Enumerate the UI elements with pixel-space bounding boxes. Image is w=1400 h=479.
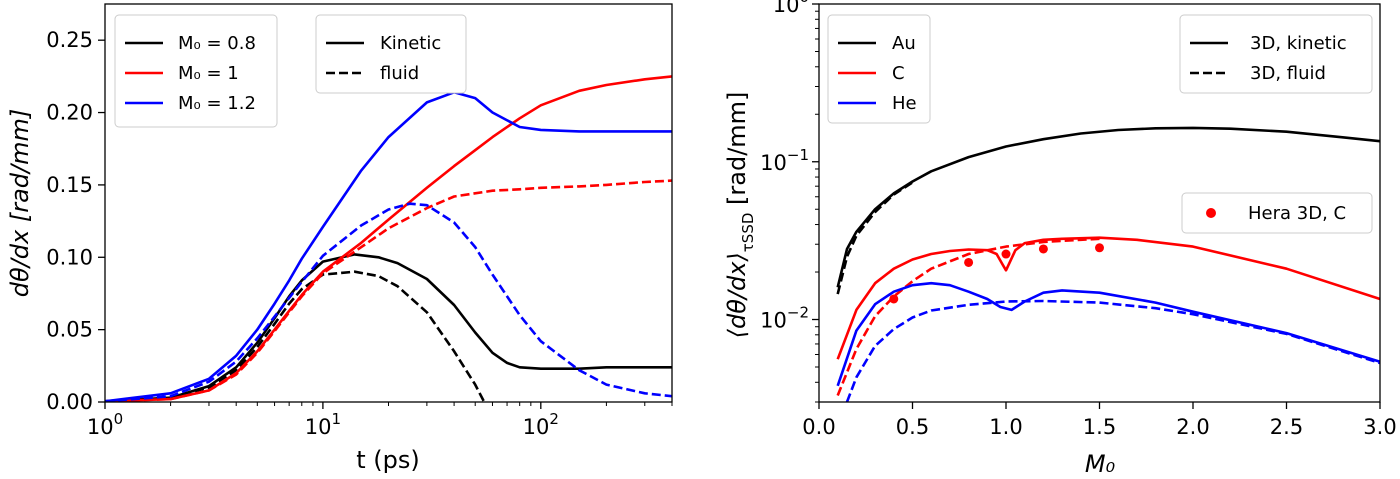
- right-x-tick-label-4: 2.0: [1176, 415, 1209, 439]
- right-series-line-0: [836, 126, 1380, 288]
- hera-point-2: [1001, 249, 1011, 259]
- left-series-line-4: [105, 91, 672, 402]
- legend-label-au: Au: [892, 33, 916, 54]
- legend-label-hera: Hera 3D, C: [1248, 203, 1346, 224]
- right-x-tick-label-3: 1.5: [1083, 415, 1116, 439]
- right-x-tick-label-1: 0.5: [896, 415, 929, 439]
- left-series-line-0: [105, 253, 672, 402]
- legend-label-m12: M₀ = 1.2: [178, 93, 256, 114]
- right-legend-style: 3D, kinetic 3D, fluid: [1179, 14, 1373, 94]
- right-series-group: [836, 126, 1380, 402]
- left-y-tick-label-4: 0.20: [46, 101, 93, 125]
- right-panel: 0.0 0.5 1.0 1.5 2.0 2.5 3.0 10−2 10−1 100 ⟨dθ/dx⟩…: [723, 0, 1397, 478]
- left-panel: 100 101 102 0.00 0.05 0.10 0.15 0.20 0.25 dθ/dx …: [6, 3, 673, 474]
- legend-label-c: C: [892, 63, 905, 84]
- left-y-tick-label-3: 0.15: [46, 173, 93, 197]
- left-y-axis-label: dθ/dx [rad/mm]: [6, 109, 34, 297]
- right-y-axis-label-unit: [rad/mm]: [723, 92, 751, 213]
- left-ticks-group: 100 101 102 0.00 0.05 0.10 0.15 0.20 0.25: [46, 28, 673, 439]
- legend-label-m1: M₀ = 1: [178, 63, 239, 84]
- left-x-tick-label-1: 101: [305, 410, 341, 439]
- right-series-line-4: [836, 281, 1380, 387]
- left-legend-style: Kinetic fluid: [315, 14, 467, 94]
- left-series-line-5: [105, 202, 672, 402]
- right-plot-frame: [818, 3, 1381, 403]
- legend-label-he: He: [892, 93, 917, 114]
- right-ticks-group: 0.0 0.5 1.0 1.5 2.0 2.5 3.0 10−2 10−1 100: [760, 0, 1397, 439]
- legend-label-m08: M₀ = 0.8: [178, 33, 256, 54]
- left-series-line-3: [105, 179, 672, 402]
- right-legend-points: Hera 3D, C: [1181, 192, 1373, 234]
- left-legend-series: M₀ = 0.8 M₀ = 1 M₀ = 1.2: [114, 14, 278, 128]
- legend-label-3d-kinetic: 3D, kinetic: [1250, 33, 1347, 54]
- left-y-tick-label-0: 0.00: [46, 390, 93, 414]
- right-y-axis-label-group: ⟨dθ/dx⟩τSSD [rad/mm]: [723, 92, 757, 339]
- right-x-axis-label: M₀: [1085, 450, 1116, 478]
- legend-label-kinetic: Kinetic: [380, 33, 441, 54]
- legend-label-3d-fluid: 3D, fluid: [1250, 63, 1326, 84]
- right-y-axis-label-subscript: τSSD: [739, 213, 757, 253]
- right-y-axis-label: ⟨dθ/dx⟩τSSD [rad/mm]: [723, 92, 757, 339]
- hera-point-1: [964, 257, 974, 267]
- left-plot-frame: [104, 3, 673, 403]
- right-x-tick-label-6: 3.0: [1363, 415, 1396, 439]
- left-y-tick-label-1: 0.05: [46, 318, 93, 342]
- right-x-tick-label-2: 1.0: [989, 415, 1022, 439]
- hera-point-3: [1038, 244, 1048, 254]
- right-series-line-3: [836, 237, 1100, 396]
- right-y-tick-label-0: 10−2: [760, 304, 809, 333]
- left-x-tick-label-0: 100: [87, 410, 123, 439]
- legend-label-fluid: fluid: [380, 63, 419, 84]
- left-y-tick-label-2: 0.10: [46, 245, 93, 269]
- left-x-axis-label: t (ps): [356, 446, 420, 474]
- hera-point-4: [1095, 243, 1104, 253]
- right-y-tick-label-2: 100: [773, 0, 809, 17]
- right-series-line-1: [836, 181, 914, 295]
- right-y-tick-label-1: 10−1: [760, 146, 809, 175]
- hera-point-0: [889, 294, 899, 304]
- right-legend-series: Au C He: [827, 14, 931, 124]
- left-x-tick-label-2: 102: [523, 410, 559, 439]
- legend-swatch-hera: [1206, 208, 1216, 218]
- left-series-group: [105, 75, 672, 402]
- right-x-tick-label-0: 0.0: [802, 415, 835, 439]
- right-series-line-5: [845, 299, 1380, 402]
- right-series-line-2: [836, 236, 1380, 360]
- right-x-tick-label-5: 2.5: [1270, 415, 1303, 439]
- left-y-tick-label-5: 0.25: [46, 28, 93, 52]
- right-y-axis-label-main: ⟨dθ/dx⟩: [723, 252, 751, 338]
